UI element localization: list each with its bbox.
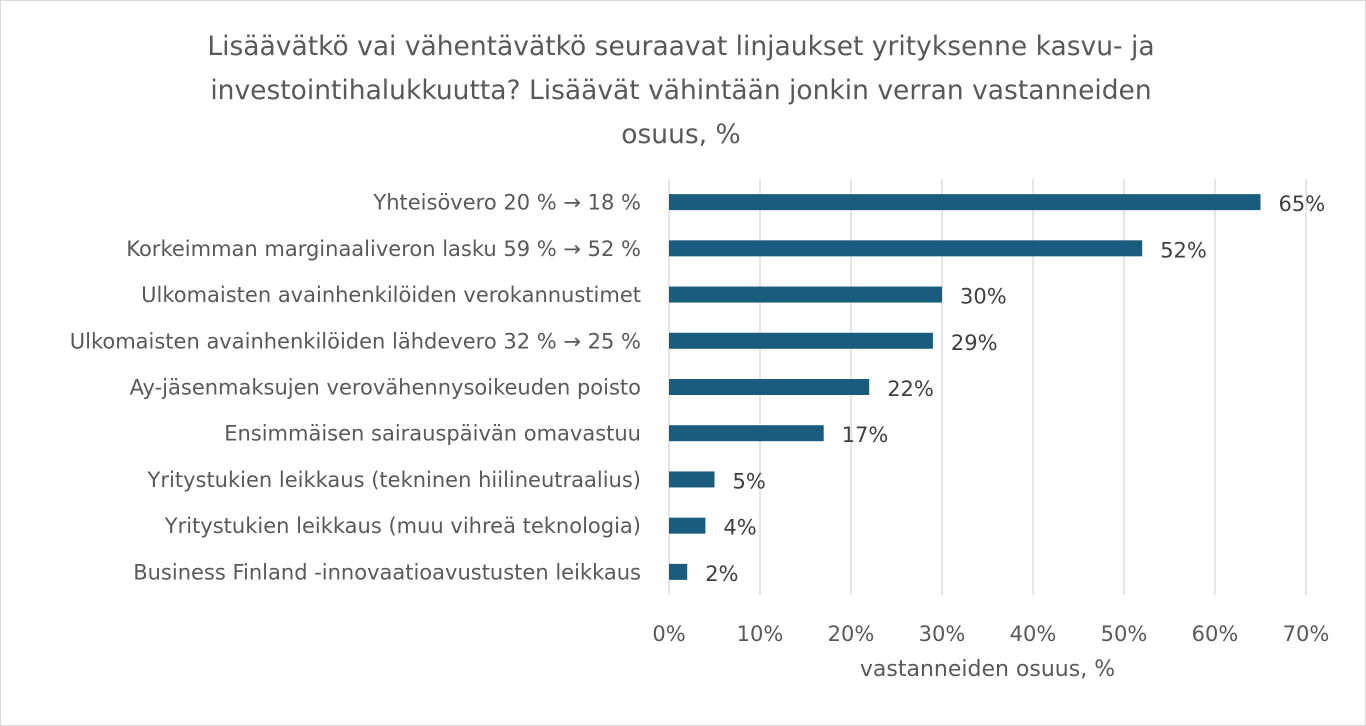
category-label: Ulkomaisten avainhenkilöiden lähdevero 3… <box>70 329 641 353</box>
bar <box>669 194 1261 211</box>
bar <box>669 471 715 488</box>
bar <box>669 332 933 349</box>
category-label: Business Finland -innovaatioavustusten l… <box>133 560 641 584</box>
bar <box>669 517 706 534</box>
data-labels: 65% 52% 30% 29% 22% 17% 5% 4% 2% <box>705 192 1325 586</box>
category-label: Yritystukien leikkaus (muu vihreä teknol… <box>164 514 641 538</box>
x-tick-label: 20% <box>828 622 875 646</box>
data-label: 29% <box>951 331 998 355</box>
bar <box>669 286 942 303</box>
data-label: 17% <box>842 423 889 447</box>
bar <box>669 425 824 442</box>
bar <box>669 379 870 395</box>
bar <box>669 240 1143 257</box>
data-label: 22% <box>887 377 934 401</box>
category-label: Ay-jäsenmaksujen verovähennysoikeuden po… <box>130 376 641 400</box>
chart-title-line-3: osuus, % <box>621 119 741 150</box>
data-label: 4% <box>723 516 756 540</box>
bars <box>669 194 1261 580</box>
x-tick-label: 10% <box>737 622 784 646</box>
data-label: 5% <box>733 469 766 493</box>
x-tick-label: 0% <box>652 622 685 646</box>
data-label: 65% <box>1279 192 1326 216</box>
category-label: Yhteisövero 20 % → 18 % <box>372 191 641 215</box>
category-labels: Yhteisövero 20 % → 18 % Korkeimman margin… <box>70 191 641 585</box>
x-axis-ticks: 0% 10% 20% 30% 40% 50% 60% 70% <box>652 622 1329 646</box>
category-label: Ensimmäisen sairauspäivän omavastuu <box>224 422 641 446</box>
chart-title-line-1: Lisäävätkö vai vähentävätkö seuraavat li… <box>207 31 1155 62</box>
category-label: Yritystukien leikkaus (tekninen hiilineu… <box>147 468 641 492</box>
x-axis-title: vastanneiden osuus, % <box>859 657 1116 682</box>
chart-title: Lisäävätkö vai vähentävätkö seuraavat li… <box>121 25 1241 157</box>
data-label: 2% <box>705 562 738 586</box>
category-label: Ulkomaisten avainhenkilöiden verokannust… <box>141 283 641 307</box>
data-label: 52% <box>1160 238 1207 262</box>
x-tick-label: 60% <box>1192 622 1239 646</box>
x-tick-label: 40% <box>1010 622 1057 646</box>
x-tick-label: 50% <box>1101 622 1148 646</box>
data-label: 30% <box>960 285 1007 309</box>
category-label: Korkeimman marginaaliveron lasku 59 % → … <box>126 237 641 261</box>
x-tick-label: 70% <box>1283 622 1330 646</box>
chart-title-line-2: investointihalukkuutta? Lisäävät vähintä… <box>210 75 1152 106</box>
x-tick-label: 30% <box>919 622 966 646</box>
bar <box>669 563 688 580</box>
